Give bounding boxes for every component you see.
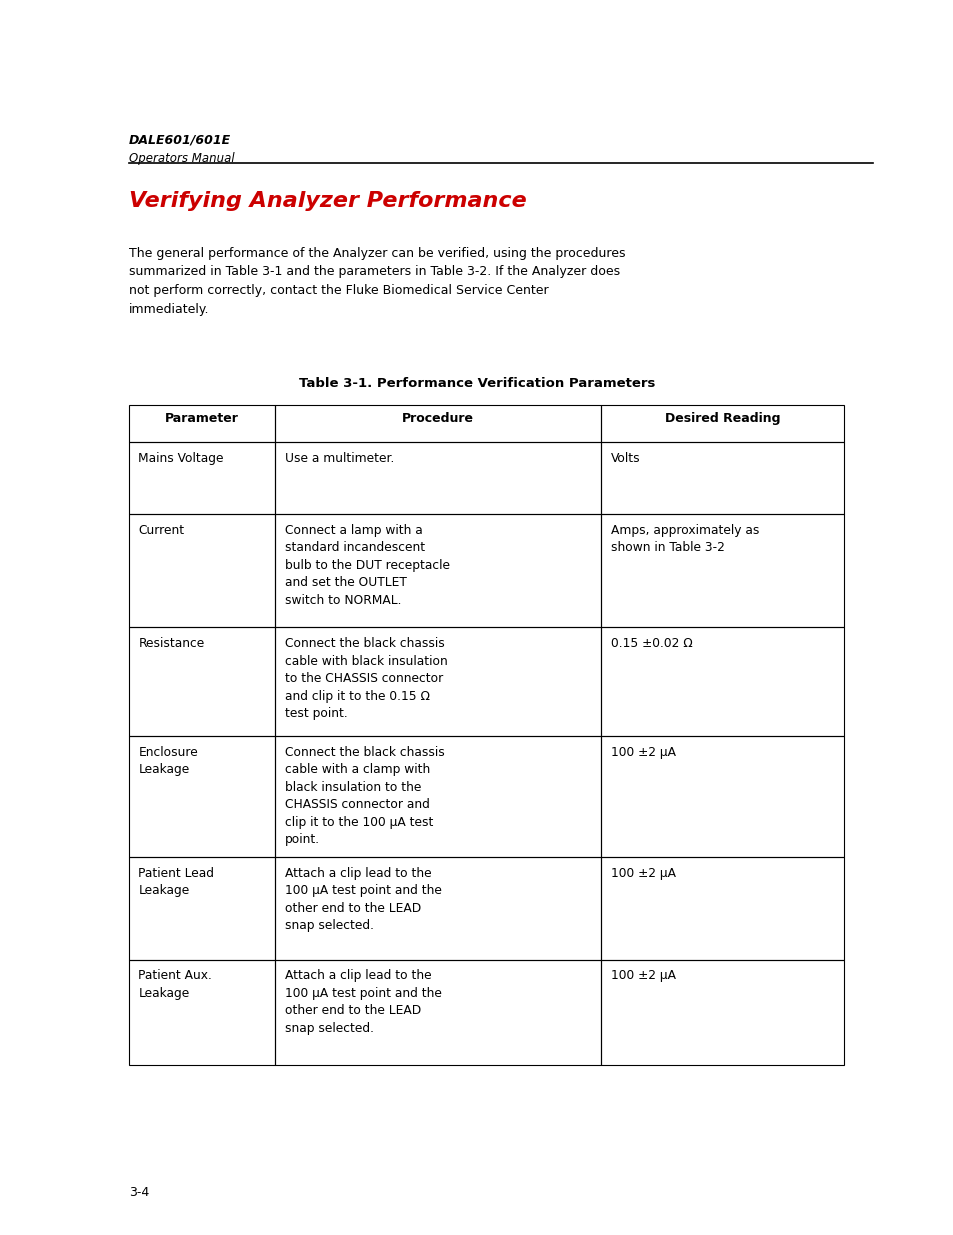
Text: Attach a clip lead to the
100 μA test point and the
other end to the LEAD
snap s: Attach a clip lead to the 100 μA test po… (285, 969, 441, 1035)
Text: 0.15 ±0.02 Ω: 0.15 ±0.02 Ω (610, 637, 692, 651)
Bar (600, 442, 843, 514)
Bar (129, 857, 275, 960)
Bar (129, 514, 275, 627)
Text: Volts: Volts (610, 452, 639, 466)
Text: Patient Aux.
Leakage: Patient Aux. Leakage (138, 969, 212, 1000)
Text: 100 ±2 μA: 100 ±2 μA (610, 969, 675, 983)
Bar (275, 960, 600, 1065)
Bar (600, 405, 843, 442)
Text: The general performance of the Analyzer can be verified, using the procedures
su: The general performance of the Analyzer … (129, 247, 624, 315)
Bar (600, 960, 843, 1065)
Text: Resistance: Resistance (138, 637, 204, 651)
Bar (129, 960, 275, 1065)
Text: DALE601/601E: DALE601/601E (129, 133, 231, 147)
Text: Use a multimeter.: Use a multimeter. (285, 452, 394, 466)
Text: Enclosure
Leakage: Enclosure Leakage (138, 746, 198, 777)
Bar (275, 627, 600, 736)
Bar (129, 442, 275, 514)
Text: Desired Reading: Desired Reading (664, 412, 780, 426)
Text: Connect a lamp with a
standard incandescent
bulb to the DUT receptacle
and set t: Connect a lamp with a standard incandesc… (285, 524, 450, 606)
Text: Attach a clip lead to the
100 μA test point and the
other end to the LEAD
snap s: Attach a clip lead to the 100 μA test po… (285, 867, 441, 932)
Text: Amps, approximately as
shown in Table 3-2: Amps, approximately as shown in Table 3-… (610, 524, 759, 555)
Text: 100 ±2 μA: 100 ±2 μA (610, 867, 675, 881)
Bar (275, 442, 600, 514)
Text: Verifying Analyzer Performance: Verifying Analyzer Performance (129, 191, 526, 211)
Bar (275, 405, 600, 442)
Bar (600, 857, 843, 960)
Bar (275, 736, 600, 857)
Text: Mains Voltage: Mains Voltage (138, 452, 224, 466)
Text: 100 ±2 μA: 100 ±2 μA (610, 746, 675, 760)
Bar (129, 627, 275, 736)
Bar (129, 736, 275, 857)
Text: Operators Manual: Operators Manual (129, 152, 234, 165)
Bar (129, 405, 275, 442)
Bar (600, 627, 843, 736)
Text: Patient Lead
Leakage: Patient Lead Leakage (138, 867, 214, 898)
Text: Connect the black chassis
cable with a clamp with
black insulation to the
CHASSI: Connect the black chassis cable with a c… (285, 746, 444, 846)
Text: Parameter: Parameter (165, 412, 239, 426)
Bar (275, 514, 600, 627)
Text: 3-4: 3-4 (129, 1186, 149, 1199)
Text: Table 3-1. Performance Verification Parameters: Table 3-1. Performance Verification Para… (298, 377, 655, 390)
Text: Procedure: Procedure (402, 412, 474, 426)
Bar (600, 736, 843, 857)
Bar (600, 514, 843, 627)
Text: Connect the black chassis
cable with black insulation
to the CHASSIS connector
a: Connect the black chassis cable with bla… (285, 637, 447, 720)
Text: Current: Current (138, 524, 184, 537)
Bar (275, 857, 600, 960)
